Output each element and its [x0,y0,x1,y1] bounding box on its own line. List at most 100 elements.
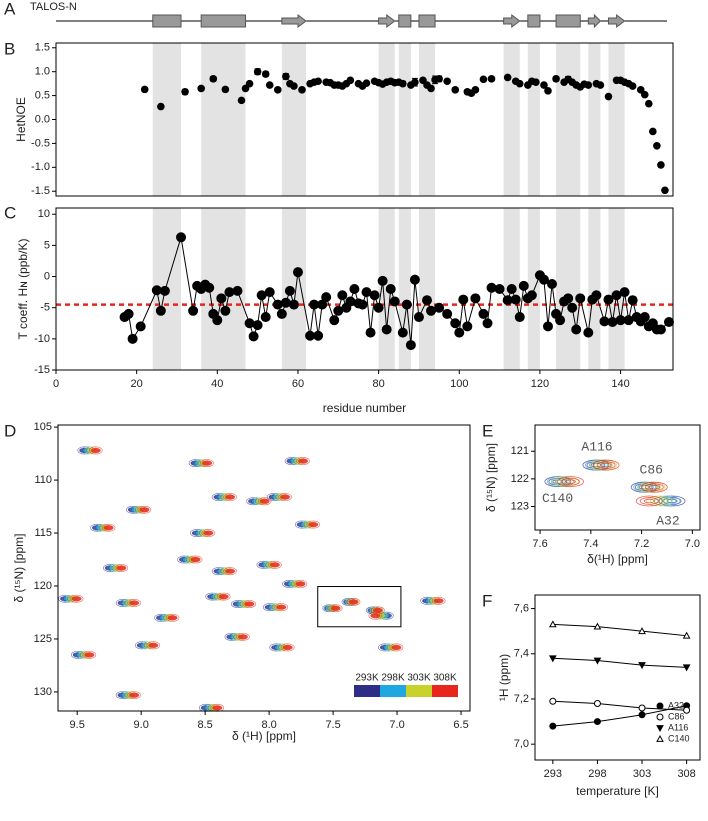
shaded-band [588,43,601,196]
peak [225,494,236,500]
legend-label: 298K [381,673,405,684]
x-tick-label: 9.0 [134,719,149,731]
y-tick-label: 121 [511,445,529,457]
y-tick-label: -15 [34,364,50,376]
peak-contour [274,603,289,612]
marker [434,302,445,313]
series-line [552,700,687,711]
peak-label: C140 [542,491,573,506]
peak-contour [127,599,141,607]
y-axis-label: HetNOE [14,97,28,142]
shaded-band [556,43,581,196]
point [584,81,593,89]
peak-contour [637,483,657,491]
peak-contour [278,493,292,501]
x-tick-label: 298 [588,768,606,780]
peak [90,447,101,454]
point [435,75,443,83]
x-axis-label: δ (¹H) [ppm] [232,729,296,743]
marker [313,330,324,341]
marker [397,327,408,338]
peak-contour [640,481,668,493]
marker [442,308,453,319]
peak [391,644,402,651]
peak-contour [643,498,655,504]
y-tick-label: 1.0 [35,66,50,78]
y-tick-label: 7,2 [514,693,529,705]
y-tick-label: -5 [40,302,50,314]
peak-contour [69,594,84,603]
y-tick-label: 110 [34,474,52,486]
point [237,96,246,105]
marker [329,315,340,326]
marker [593,622,602,630]
marker [526,290,537,301]
legend-swatch [380,685,406,697]
point [532,78,540,87]
legend-label: C140 [668,733,690,743]
x-tick-label: 60 [292,378,304,390]
peak [148,642,159,648]
shaded-band [556,208,581,370]
y-tick-label: -10 [34,333,50,345]
x-tick-label: 40 [211,378,223,390]
point [273,86,282,94]
marker [542,321,553,332]
marker [538,274,549,285]
legend-swatch [432,685,458,697]
point [427,84,435,93]
legend-label: 293K [355,673,379,684]
y-tick-label: 130 [34,686,52,698]
panel-label: D [4,421,16,440]
marker [638,711,646,719]
point [245,79,254,88]
point [411,78,419,87]
marker [575,293,586,304]
marker [365,327,376,338]
peak-contour [368,611,383,620]
x-tick-label: 308 [677,768,695,780]
marker [220,305,231,316]
peak-contour [639,497,659,505]
peak [212,705,223,711]
point [649,127,657,136]
legend-label: 308K [433,673,457,684]
marker [248,331,259,342]
peak [129,600,140,606]
marker [377,275,388,286]
x-tick-label: 6.5 [453,719,468,731]
marker [591,290,602,301]
marker [188,305,199,316]
peak-contour [431,596,446,605]
y-tick-label: 10 [38,208,50,220]
marker [619,287,630,298]
point [544,87,552,95]
marker [638,704,646,712]
shaded-band [418,208,436,370]
peak-contour [645,495,673,507]
marker [337,290,348,301]
shaded-band [503,43,520,196]
peak-contour [389,643,404,652]
point [628,82,637,90]
marker [264,287,275,298]
x-tick-label: 7.0 [685,538,700,550]
marker [514,312,525,323]
x-tick-label: 7.0 [389,719,404,731]
point [221,85,230,94]
y-axis-label: T coeff. Hɴ (ppb/K) [16,239,30,340]
peak-contour [648,484,660,490]
point [487,75,496,83]
marker [252,320,263,331]
marker [244,318,255,329]
marker [638,627,646,635]
zoom-box [317,586,402,628]
point [640,90,649,99]
peak [370,613,381,619]
shaded-band [418,43,436,196]
x-tick-label: 100 [450,378,468,390]
marker [462,321,473,332]
shaded-band [588,208,601,370]
legend-label: A32 [668,700,684,710]
